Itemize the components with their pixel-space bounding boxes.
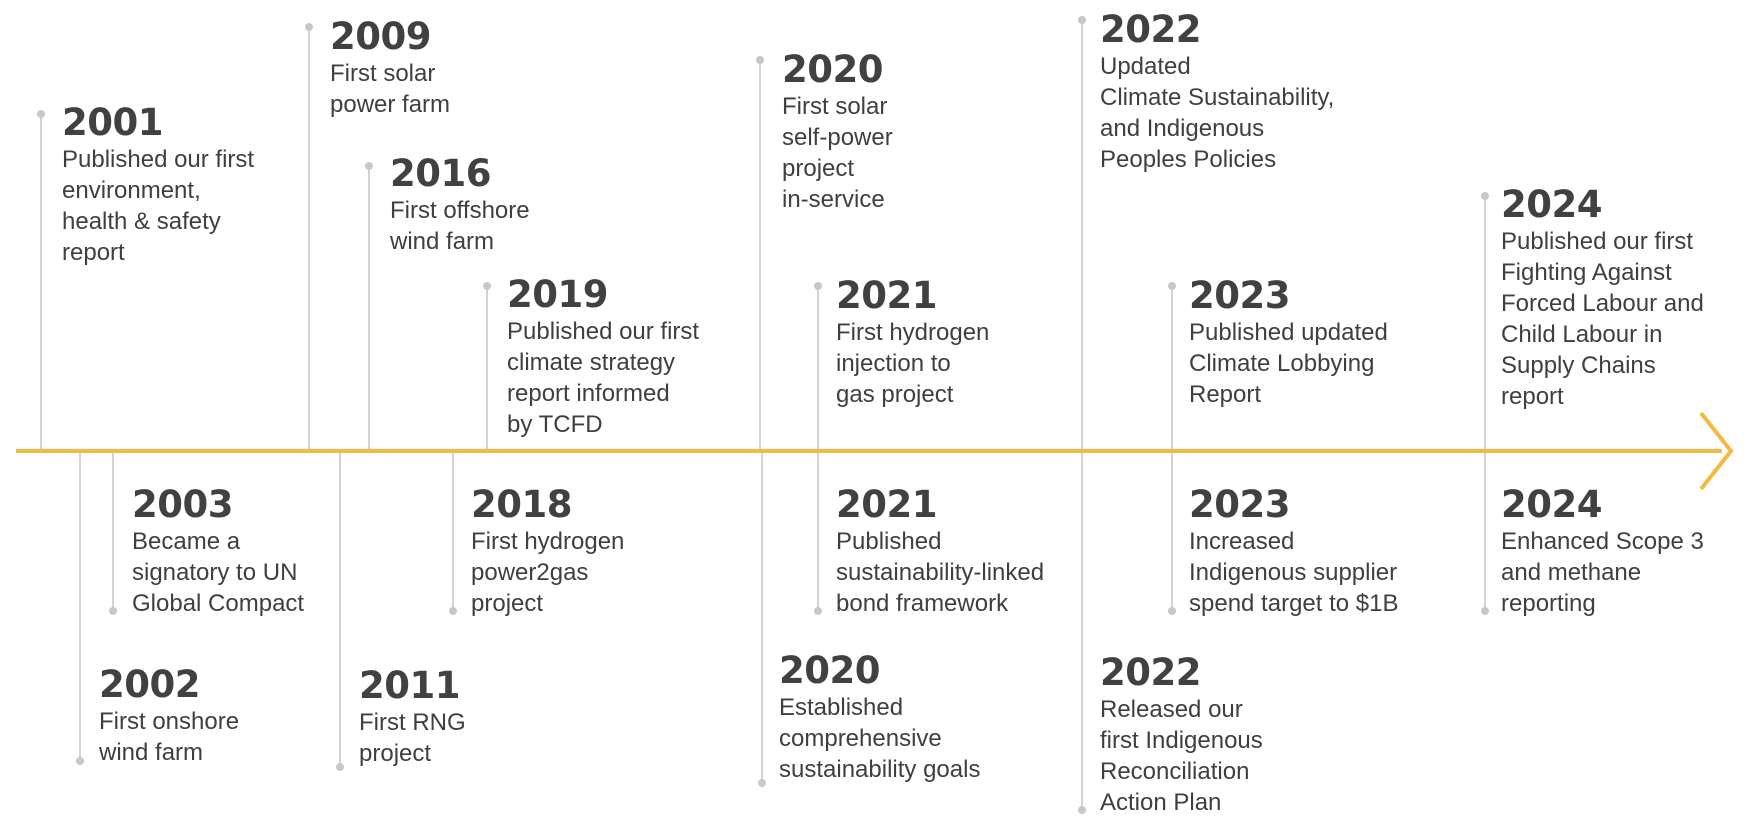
event-description: First solar power farm [330, 60, 451, 118]
timeline-arrowhead-icon [1699, 411, 1734, 491]
event-description: Increased Indigenous supplier spend targ… [1189, 528, 1399, 617]
connector-dot [109, 607, 117, 615]
event-description: Published our first environment, health … [62, 146, 255, 266]
event-description: First RNG project [359, 709, 466, 767]
event-year: 2003 [132, 483, 233, 526]
connector-dot [483, 282, 491, 290]
event-description: Enhanced Scope 3 and methane reporting [1501, 528, 1704, 617]
event-2021-hydrogen: 2021 First hydrogen injection to gas pro… [836, 275, 989, 410]
event-description: Became a signatory to UN Global Compact [132, 528, 305, 617]
event-description: Established comprehensive sustainability… [779, 694, 981, 783]
event-year: 2016 [390, 152, 491, 195]
event-description: Published updated Climate Lobbying Repor… [1189, 319, 1388, 408]
connector-dot [758, 779, 766, 787]
event-description: Updated Climate Sustainability, and Indi… [1100, 53, 1335, 173]
event-2021-bond: 2021 Published sustainability-linked bon… [836, 484, 1044, 619]
event-2023-supplier: 2023 Increased Indigenous supplier spend… [1189, 484, 1398, 619]
event-year: 2020 [782, 48, 883, 91]
connector-dot [449, 607, 457, 615]
event-2009: 2009 First solar power farm [330, 16, 450, 120]
connector-dot [1481, 192, 1489, 200]
event-year: 2023 [1189, 483, 1290, 526]
event-2024-scope3: 2024 Enhanced Scope 3 and methane report… [1501, 484, 1704, 619]
connector-dot [814, 282, 822, 290]
event-description: First hydrogen power2gas project [471, 528, 625, 617]
connector-dot [1168, 282, 1176, 290]
event-year: 2021 [836, 274, 937, 317]
event-2001: 2001 Published our first environment, he… [62, 102, 254, 268]
event-description: First offshore wind farm [390, 197, 530, 255]
event-year: 2002 [99, 663, 200, 706]
event-year: 2019 [507, 273, 608, 316]
event-description: First hydrogen injection to gas project [836, 319, 990, 408]
connector-dot [1078, 16, 1086, 24]
event-2022-policies: 2022 Updated Climate Sustainability, and… [1100, 9, 1334, 175]
event-description: Published our first climate strategy rep… [507, 318, 700, 438]
connector-dot [1168, 607, 1176, 615]
event-year: 2021 [836, 483, 937, 526]
connector-dot [37, 110, 45, 118]
event-year: 2001 [62, 101, 163, 144]
event-2020-solar: 2020 First solar self-power project in-s… [782, 49, 893, 215]
event-year: 2020 [779, 649, 880, 692]
connector-dot [814, 607, 822, 615]
connector-dot [365, 162, 373, 170]
event-2024-forced-labour: 2024 Published our first Fighting Agains… [1501, 184, 1704, 412]
event-year: 2024 [1501, 183, 1602, 226]
event-description: Released our first Indigenous Reconcilia… [1100, 696, 1263, 816]
event-description: First solar self-power project in-servic… [782, 93, 893, 213]
connector-dot [305, 23, 313, 31]
connector-dot [336, 763, 344, 771]
event-2020-goals: 2020 Established comprehensive sustainab… [779, 650, 980, 785]
event-2018: 2018 First hydrogen power2gas project [471, 484, 624, 619]
event-2002: 2002 First onshore wind farm [99, 664, 239, 768]
event-2022-reconciliation: 2022 Released our first Indigenous Recon… [1100, 652, 1263, 818]
connector-dot [1078, 806, 1086, 814]
event-2016: 2016 First offshore wind farm [390, 153, 530, 257]
event-year: 2009 [330, 15, 431, 58]
event-2011: 2011 First RNG project [359, 665, 466, 769]
event-2003: 2003 Became a signatory to UN Global Com… [132, 484, 304, 619]
event-year: 2011 [359, 664, 460, 707]
connector-dot [1481, 607, 1489, 615]
event-description: Published sustainability-linked bond fra… [836, 528, 1045, 617]
event-2023-lobbying: 2023 Published updated Climate Lobbying … [1189, 275, 1388, 410]
event-description: Published our first Fighting Against For… [1501, 228, 1704, 410]
event-description: First onshore wind farm [99, 708, 240, 766]
event-year: 2023 [1189, 274, 1290, 317]
event-year: 2022 [1100, 651, 1201, 694]
event-year: 2018 [471, 483, 572, 526]
connector-dot [76, 757, 84, 765]
event-2019: 2019 Published our first climate strateg… [507, 274, 699, 440]
event-year: 2022 [1100, 8, 1201, 51]
connectors [37, 16, 1489, 814]
event-year: 2024 [1501, 483, 1602, 526]
connector-dot [756, 56, 764, 64]
